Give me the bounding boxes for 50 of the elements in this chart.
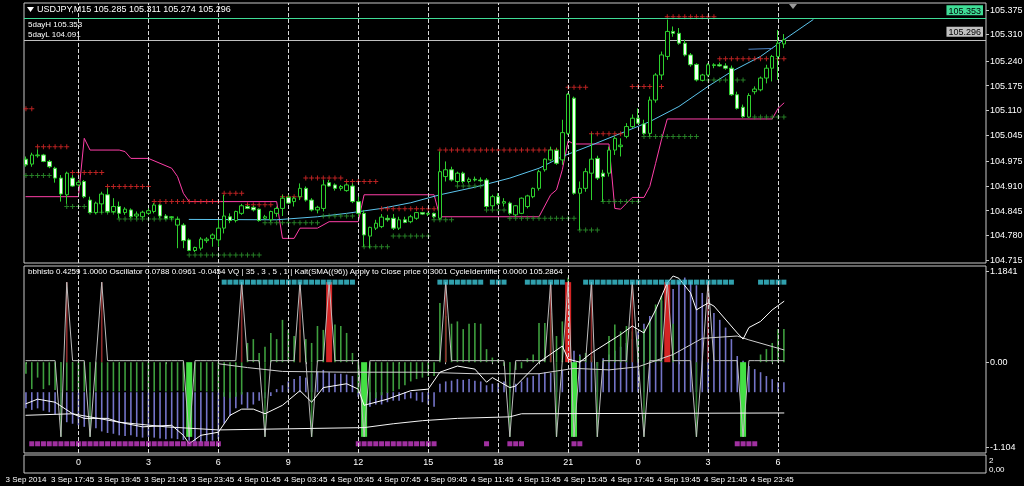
ref-line-label: 9 xyxy=(285,456,291,467)
chart-title: bbhisto 0.4259 1.0000 Oscillator 0.0788 0.0961 -0.0454 VQ | 35 , 3 , 5 , 1 | Kalt(SMA((96)) Apply to Close price 0.3001 CycleIdentifier 0.0000 105.2864 xyxy=(28,266,564,276)
x-tick-label: 3 Sep 21:45 xyxy=(144,474,188,484)
y-tick-label: 105.110 xyxy=(990,105,1022,116)
y-tick-label: 104.780 xyxy=(990,230,1023,241)
y-tick-label: 105.045 xyxy=(990,129,1023,140)
x-tick-label: 4 Sep 13:45 xyxy=(517,474,562,484)
ref-line-label: 21 xyxy=(563,456,574,467)
chart-title: USDJPY,M15 105.285 105.311 105.274 105.296 xyxy=(37,3,231,14)
y-tick-label: 105.240 xyxy=(990,55,1023,66)
x-tick-label: 3 Sep 17:45 xyxy=(51,474,95,484)
ref-line-label: 105.296 xyxy=(948,27,981,38)
text: 0,00 xyxy=(989,464,1006,474)
y-tick-label: 105.375 xyxy=(990,4,1023,15)
y-tick-label: 104.975 xyxy=(990,156,1023,167)
ref-line-label: 0 xyxy=(635,456,641,467)
y-tick-label: 105.175 xyxy=(990,80,1023,91)
ref-line-label: 12 xyxy=(353,456,364,467)
x-tick-label: 4 Sep 05:45 xyxy=(330,474,375,484)
ref-line-label: 18 xyxy=(493,456,504,467)
text: 2 xyxy=(989,455,994,465)
y-tick-label: 104.910 xyxy=(990,181,1023,192)
x-tick-label: 4 Sep 03:45 xyxy=(284,474,328,484)
y-tick-label: 105.310 xyxy=(990,29,1023,40)
x-tick-label: 4 Sep 11:45 xyxy=(471,474,515,484)
y-tick-label: 104.715 xyxy=(990,254,1023,265)
x-tick-label: 3 Sep 19:45 xyxy=(97,474,142,484)
ref-line-label: 3 xyxy=(705,456,711,467)
ref-line-label: 0 xyxy=(75,456,81,467)
y-tick-label: -1.104 xyxy=(990,442,1016,453)
annotation: 5dayH 105.353 xyxy=(28,19,83,29)
x-tick-label: 4 Sep 19:45 xyxy=(657,474,702,484)
ref-line-label: 105.353 xyxy=(948,5,981,16)
x-tick-label: 3 Sep 23:45 xyxy=(190,474,235,484)
x-tick-label: 4 Sep 07:45 xyxy=(377,474,422,484)
x-tick-label: 4 Sep 01:45 xyxy=(237,474,282,484)
ref-line-label: 15 xyxy=(423,456,434,467)
x-tick-label: 4 Sep 17:45 xyxy=(610,474,655,484)
ref-line-label: 3 xyxy=(145,456,151,467)
ref-line-label: 6 xyxy=(215,456,221,467)
y-tick-label: 104.845 xyxy=(990,205,1023,216)
x-tick-label: 3 Sep 2014 xyxy=(5,474,47,484)
annotation: 5dayL 104.091 xyxy=(28,29,82,39)
x-tick-label: 4 Sep 21:45 xyxy=(704,474,748,484)
y-tick-label: 0.00 xyxy=(990,357,1008,368)
x-tick-label: 4 Sep 15:45 xyxy=(564,474,608,484)
x-tick-label: 4 Sep 09:45 xyxy=(424,474,468,484)
y-tick-label: 1.1841 xyxy=(990,266,1018,277)
x-tick-label: 4 Sep 23:45 xyxy=(750,474,795,484)
ref-line-label: 6 xyxy=(775,456,781,467)
